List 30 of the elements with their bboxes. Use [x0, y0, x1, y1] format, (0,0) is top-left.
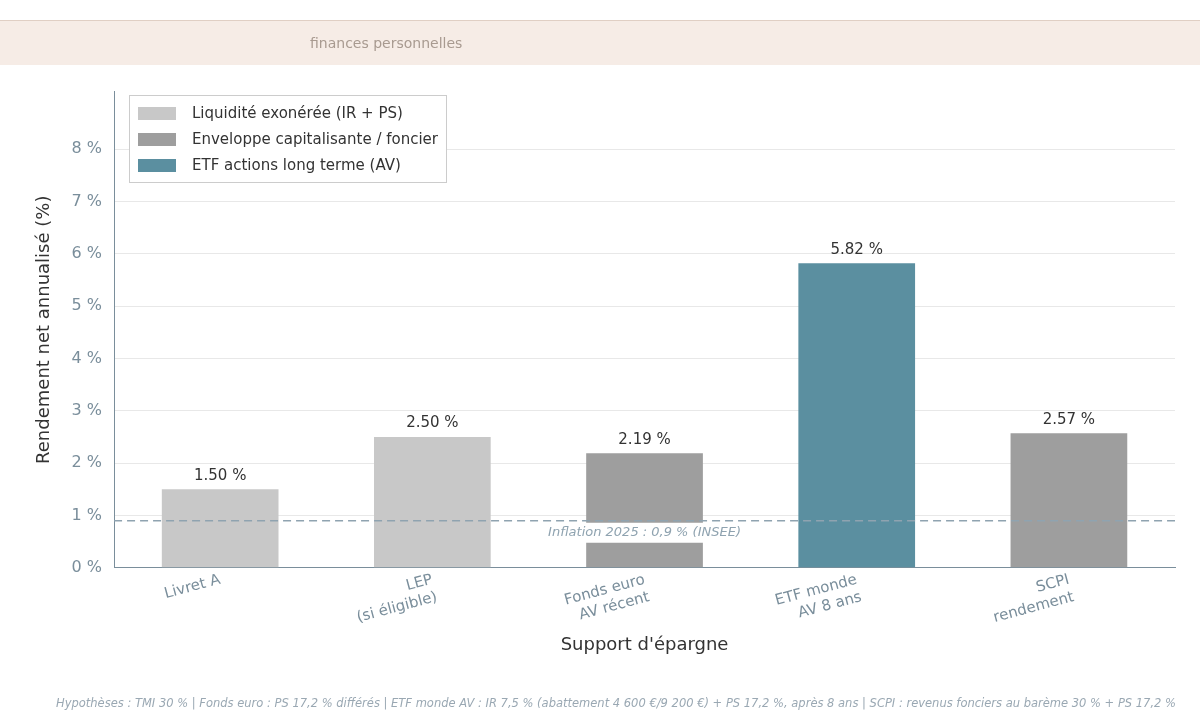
x-tick-label: LEP (si éligible) [354, 569, 440, 626]
legend-label: Enveloppe capitalisante / foncier [192, 130, 438, 148]
x-axis-title: Support d'épargne [560, 632, 729, 654]
data-label: 1.50 % [193, 465, 247, 484]
y-tick-label: 3 % [71, 400, 103, 420]
data-label: 2.57 % [1042, 409, 1096, 428]
y-tick-label: 1 % [71, 504, 103, 524]
legend-label: ETF actions long terme (AV) [192, 156, 401, 174]
legend-label: Liquidité exonérée (IR + PS) [192, 104, 403, 122]
bar [1010, 433, 1128, 568]
data-label: 2.50 % [406, 413, 459, 432]
x-tick-label: Fonds euro AV récent [562, 569, 652, 624]
ref-line-label: Inflation 2025 : 0,9 % (INSEE) [548, 524, 741, 540]
y-tick-label: 5 % [71, 295, 103, 315]
y-tick-label: 7 % [71, 190, 103, 210]
x-tick-label: ETF monde AV 8 ans [772, 569, 864, 622]
bar [798, 263, 916, 568]
bar [161, 489, 279, 568]
y-tick-label: 2 % [71, 452, 103, 472]
chart-subtitle: finances personnelles [310, 35, 463, 51]
text: Hypothèses : TMI 30 % | Fonds euro : PS 17,2 % différés | ETF monde AV : IR 7,5 % (abattement 4 600 €/9 200 €) + PS 17,2 %, après 8 ans | SCPI : revenus fonciers au barème 30 % + PS 17,2 % [55, 696, 1176, 710]
y-tick-label: 0 % [71, 557, 103, 577]
bar [374, 437, 491, 568]
y-tick-label: 8 % [71, 138, 103, 158]
data-label: 5.82 % [830, 239, 883, 258]
data-label: 2.19 % [618, 429, 671, 448]
y-axis-title: Rendement net annualisé (%) [32, 195, 54, 464]
y-tick-label: 4 % [71, 347, 103, 367]
x-tick-label: Livret A [162, 569, 223, 603]
y-tick-label: 6 % [71, 243, 103, 262]
